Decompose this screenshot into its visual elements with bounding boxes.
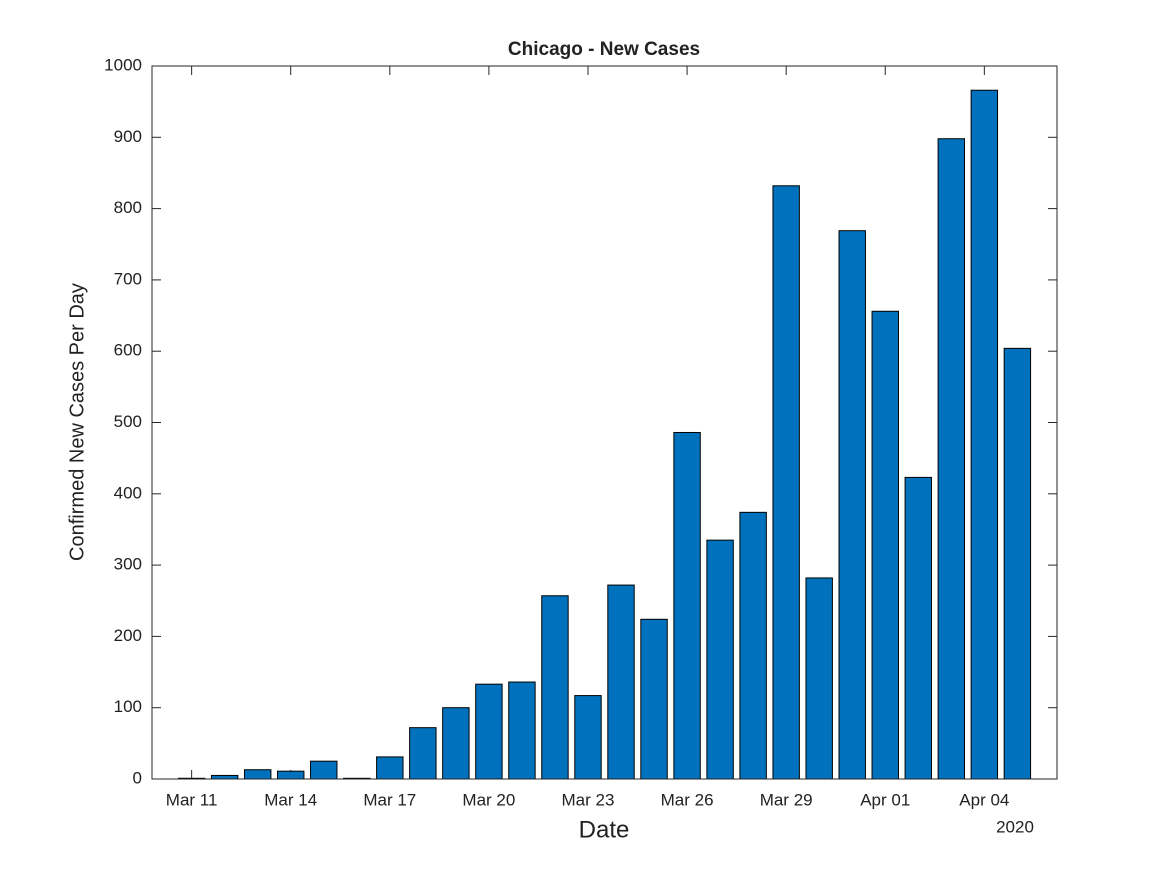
y-tick-label: 0 <box>133 768 142 787</box>
y-tick-label: 500 <box>114 412 142 431</box>
bar <box>376 756 404 780</box>
x-axis-label: Date <box>579 816 630 843</box>
bar <box>739 511 767 780</box>
bar <box>541 595 569 780</box>
x-tick-label: Apr 04 <box>959 790 1009 809</box>
bar <box>706 539 734 780</box>
axes-box <box>151 65 1058 780</box>
y-tick-label: 900 <box>114 127 142 146</box>
y-tick-label: 700 <box>114 269 142 288</box>
bar <box>277 770 305 780</box>
bar <box>442 707 470 780</box>
bar <box>904 476 932 780</box>
bar <box>574 695 602 780</box>
y-tick-label: 100 <box>114 697 142 716</box>
y-axis-label: Confirmed New Cases Per Day <box>66 283 88 561</box>
bar <box>607 584 635 780</box>
y-tick-label: 200 <box>114 626 142 645</box>
bar <box>210 774 239 780</box>
y-tick-label: 400 <box>114 483 142 502</box>
bar <box>475 683 503 780</box>
bar <box>805 577 833 780</box>
x-tick-label: Mar 20 <box>462 790 515 809</box>
x-tick-label: Mar 14 <box>264 790 317 809</box>
bar <box>970 89 999 780</box>
y-tick-label: 800 <box>114 198 142 217</box>
x-tick-label: Mar 23 <box>562 790 615 809</box>
bar <box>310 760 338 780</box>
bar <box>772 185 800 780</box>
y-tick-label: 600 <box>114 341 142 360</box>
bar <box>673 431 701 780</box>
bar <box>1003 347 1032 780</box>
chart-title: Chicago - New Cases <box>508 39 700 60</box>
bar <box>937 138 966 780</box>
bar <box>243 769 272 780</box>
bar <box>640 618 668 780</box>
year-label: 2020 <box>996 817 1034 836</box>
bar <box>838 230 866 780</box>
y-tick-label: 300 <box>114 555 142 574</box>
x-tick-label: Mar 26 <box>661 790 714 809</box>
bar <box>409 727 437 780</box>
x-tick-label: Mar 17 <box>363 790 416 809</box>
y-tick-label: 1000 <box>104 55 142 74</box>
x-tick-label: Mar 29 <box>760 790 813 809</box>
bar <box>871 310 899 780</box>
bar <box>508 681 536 780</box>
x-tick-label: Apr 01 <box>860 790 910 809</box>
x-tick-label: Mar 11 <box>166 790 218 809</box>
